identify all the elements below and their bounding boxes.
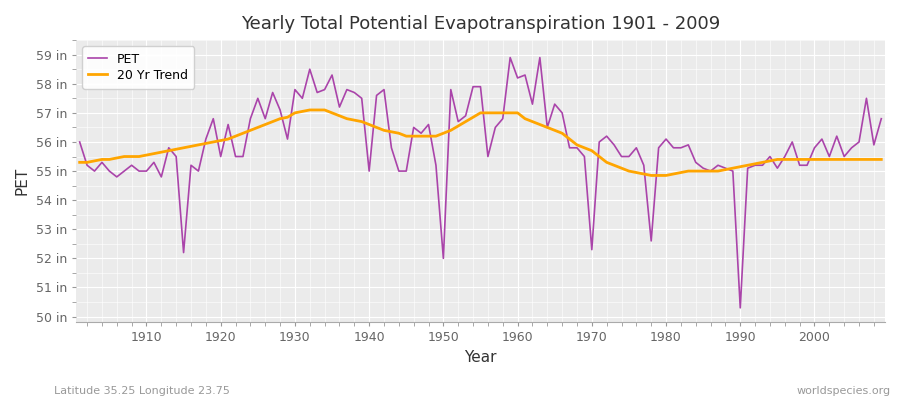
PET (75, 140, 86, 144)
Text: Latitude 35.25 Longitude 23.75: Latitude 35.25 Longitude 23.75 (54, 386, 230, 396)
Line: PET: PET (80, 58, 881, 308)
PET (341, 87, 352, 92)
20 Yr Trend (349, 118, 360, 122)
20 Yr Trend (519, 116, 530, 121)
X-axis label: Year: Year (464, 350, 497, 365)
Y-axis label: PET: PET (15, 167, 30, 195)
20 Yr Trend (75, 160, 86, 165)
20 Yr Trend (646, 173, 657, 178)
20 Yr Trend (876, 157, 886, 162)
PET (608, 142, 619, 147)
PET (505, 55, 516, 60)
PET (133, 169, 144, 174)
PET (876, 116, 886, 121)
Line: 20 Yr Trend: 20 Yr Trend (80, 110, 881, 176)
20 Yr Trend (297, 109, 308, 114)
20 Yr Trend (512, 110, 523, 115)
PET (512, 76, 523, 80)
Title: Yearly Total Potential Evapotranspiration 1901 - 2009: Yearly Total Potential Evapotranspiratio… (241, 15, 720, 33)
20 Yr Trend (608, 163, 619, 168)
20 Yr Trend (133, 154, 144, 159)
Legend: PET, 20 Yr Trend: PET, 20 Yr Trend (82, 46, 194, 89)
PET (519, 73, 530, 78)
PET (735, 306, 746, 310)
PET (297, 96, 308, 101)
20 Yr Trend (304, 108, 315, 112)
Text: worldspecies.org: worldspecies.org (796, 386, 891, 396)
